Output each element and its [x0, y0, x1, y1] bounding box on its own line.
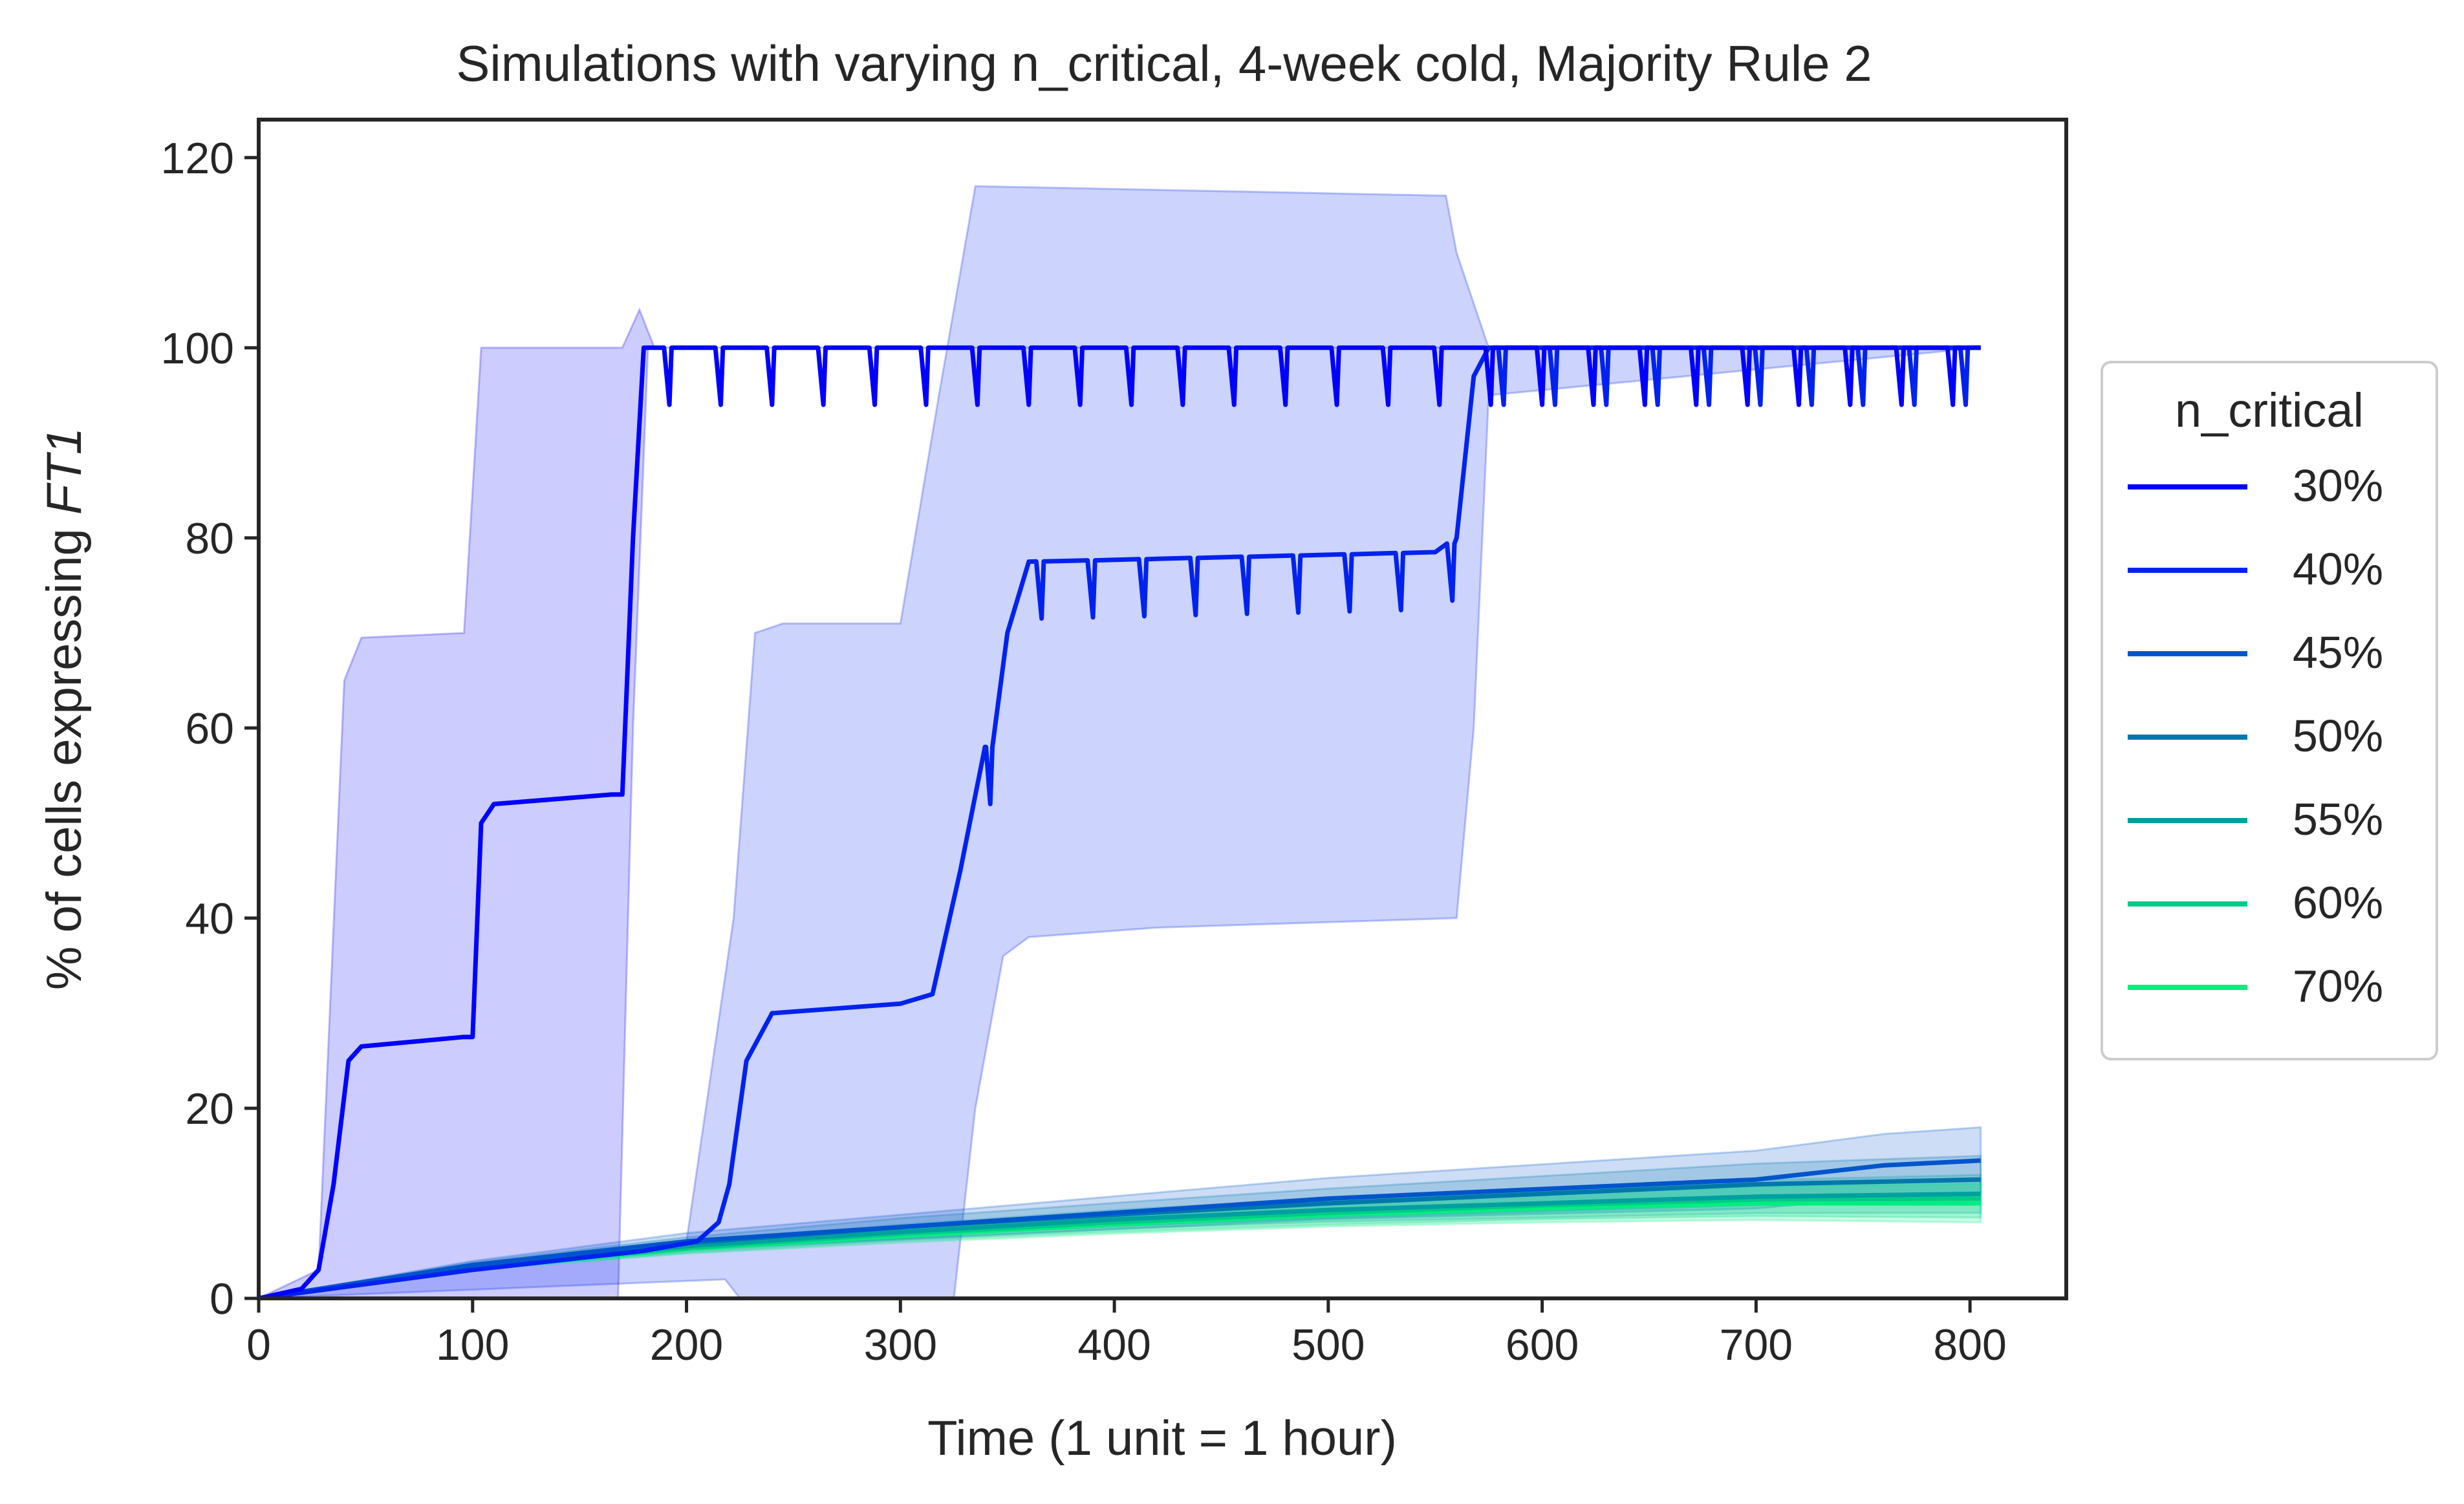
x-tick-label: 100: [436, 1320, 509, 1370]
x-tick-label: 0: [246, 1320, 271, 1370]
legend-label: 60%: [2293, 877, 2383, 928]
legend-item-60%: 60%: [2128, 877, 2383, 928]
legend-label: 55%: [2293, 794, 2383, 844]
y-tick-label: 20: [185, 1084, 234, 1133]
legend-item-45%: 45%: [2128, 627, 2383, 678]
chart-title: Simulations with varying n_critical, 4-w…: [456, 35, 1872, 92]
x-tick-label: 400: [1077, 1320, 1151, 1370]
x-tick-label: 300: [864, 1320, 937, 1370]
y-tick-label: 40: [185, 894, 234, 943]
legend-label: 40%: [2293, 544, 2383, 594]
legend-title: n_critical: [2175, 383, 2364, 437]
y-tick-label: 100: [161, 324, 234, 373]
legend-item-30%: 30%: [2128, 460, 2383, 511]
y-tick-label: 0: [210, 1274, 234, 1324]
plot-frame: [257, 118, 2068, 1300]
x-tick-label: 600: [1506, 1320, 1579, 1370]
legend-label: 30%: [2293, 460, 2383, 511]
legend-label: 45%: [2293, 627, 2383, 678]
legend-items: 30% 40% 45% 50% 55% 60% 70%: [2128, 460, 2383, 1011]
series-line-30%: [258, 345, 1981, 1301]
y-axis-label: % of cells expressing FT1: [37, 427, 92, 990]
x-tick-label: 700: [1720, 1320, 1793, 1370]
legend-label: 50%: [2293, 711, 2383, 761]
x-axis: 0 100 200 300 400 500 600 700 800: [246, 1298, 2007, 1370]
y-tick-label: 60: [185, 704, 234, 753]
legend-item-70%: 70%: [2128, 961, 2383, 1011]
legend-item-40%: 40%: [2128, 544, 2383, 594]
y-axis: 0 20 40 60 80 100 120: [161, 134, 259, 1324]
y-tick-label: 80: [185, 514, 234, 563]
x-tick-label: 200: [650, 1320, 723, 1370]
legend-box: [2101, 361, 2438, 1060]
legend-label: 70%: [2293, 961, 2383, 1011]
series-lines: [258, 345, 1981, 1301]
band-30%: [258, 307, 1981, 1300]
confidence-bands: [258, 185, 1982, 1300]
legend-item-50%: 50%: [2128, 711, 2383, 761]
x-axis-label: Time (1 unit = 1 hour): [927, 1411, 1397, 1466]
x-tick-label: 800: [1933, 1320, 2006, 1370]
x-tick-label: 500: [1291, 1320, 1365, 1370]
series-line-40%: [258, 345, 1981, 1301]
legend: n_critical 30% 40% 45% 50% 55% 60% 70%: [2101, 361, 2438, 1060]
legend-item-55%: 55%: [2128, 794, 2383, 844]
y-tick-label: 120: [161, 134, 234, 183]
series-line-45%: [258, 1158, 1981, 1301]
